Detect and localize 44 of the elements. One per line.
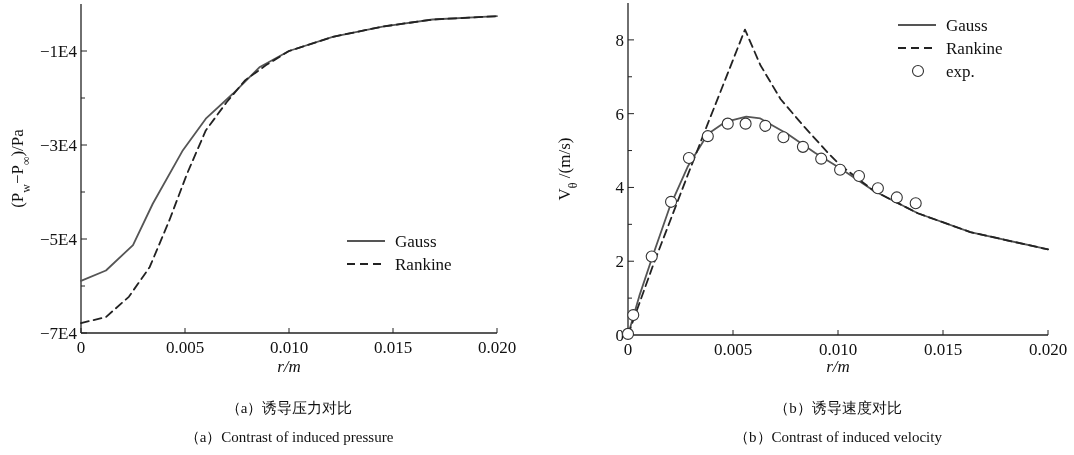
x-tick-label: 0.005 [713, 340, 753, 359]
x-tick-label: 0.020 [477, 338, 517, 357]
y-tick-label: 6 [615, 104, 624, 124]
point [909, 197, 922, 210]
point [815, 152, 828, 165]
point [682, 151, 695, 164]
y-tick-label: 0 [615, 326, 624, 345]
point [701, 130, 714, 143]
point [721, 117, 734, 130]
legend-label: Gauss [946, 16, 988, 35]
point [777, 131, 790, 144]
text: （a）Contrast of induced pressure [184, 429, 394, 445]
legend-label: Rankine [395, 255, 452, 274]
text: （b）Contrast of induced velocity [734, 429, 943, 445]
y-tick-label: −3E4 [40, 136, 78, 155]
x-tick-label: 0.020 [1028, 340, 1068, 359]
legend-label: Rankine [946, 39, 1003, 58]
point [739, 117, 752, 130]
point [890, 191, 903, 204]
point [665, 195, 678, 208]
legend-label: Gauss [395, 232, 437, 251]
y-tick-label: 8 [615, 30, 624, 50]
x-tick-label: 0.010 [269, 338, 309, 357]
y-tick-label: −7E4 [40, 324, 78, 343]
point [627, 309, 640, 322]
y-tick-label: −5E4 [40, 230, 78, 249]
x-tick-label: 0.005 [165, 338, 205, 357]
x-tick-label: 0.015 [373, 338, 413, 357]
point [645, 250, 658, 263]
x-tick-label: 0.015 [923, 340, 963, 359]
point [852, 169, 866, 183]
text: （b）诱导速度对比 [774, 400, 902, 416]
text: （a）诱导压力对比 [225, 400, 353, 416]
legend-label: exp. [946, 62, 975, 81]
y-tick-label: 4 [615, 178, 625, 198]
x-tick-label: 0.010 [818, 340, 858, 359]
point [871, 182, 884, 195]
point [834, 163, 847, 176]
point [759, 119, 772, 132]
x-axis-title: r/m [277, 357, 301, 376]
x-axis-title: r/m [826, 357, 850, 376]
point [796, 140, 809, 153]
y-tick-label: 2 [615, 252, 624, 272]
y-tick-label: −1E4 [40, 42, 78, 61]
